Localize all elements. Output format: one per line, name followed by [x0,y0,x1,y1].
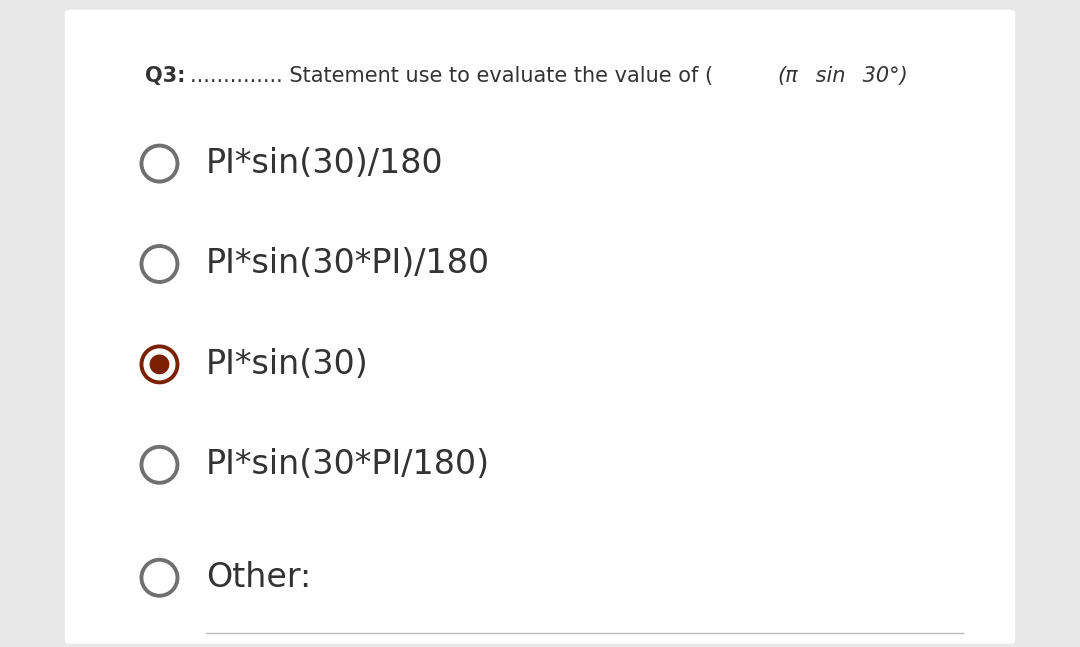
Ellipse shape [141,246,177,282]
Text: sin: sin [809,66,846,85]
Ellipse shape [141,146,177,182]
Text: PI*sin(30*PI)/180: PI*sin(30*PI)/180 [205,247,489,281]
Text: PI*sin(30): PI*sin(30) [205,348,368,381]
Text: Q3:: Q3: [146,66,193,85]
Text: PI*sin(30)/180: PI*sin(30)/180 [205,147,443,180]
Text: (π: (π [778,66,798,85]
Text: 30°): 30°) [855,66,907,85]
Ellipse shape [141,560,177,596]
Text: PI*sin(30*PI/180): PI*sin(30*PI/180) [205,448,489,481]
Ellipse shape [149,355,170,375]
Text: .............. Statement use to evaluate the value of (: .............. Statement use to evaluate… [190,66,714,85]
Ellipse shape [141,346,177,382]
Text: Other:: Other: [205,561,311,595]
Ellipse shape [141,447,177,483]
